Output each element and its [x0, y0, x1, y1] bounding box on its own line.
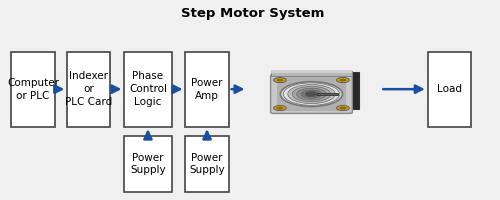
Circle shape — [340, 79, 346, 81]
Text: Load: Load — [437, 84, 462, 94]
Circle shape — [336, 78, 349, 83]
FancyBboxPatch shape — [186, 136, 228, 192]
Circle shape — [284, 83, 340, 105]
Text: Indexer
or
PLC Card: Indexer or PLC Card — [65, 71, 112, 107]
Text: Power
Amp: Power Amp — [192, 78, 223, 101]
FancyBboxPatch shape — [186, 52, 228, 127]
Circle shape — [276, 107, 283, 109]
Circle shape — [301, 90, 322, 98]
FancyBboxPatch shape — [318, 93, 338, 95]
Text: Computer
or PLC: Computer or PLC — [7, 78, 59, 101]
Circle shape — [336, 106, 349, 111]
Text: Power
Supply: Power Supply — [130, 153, 166, 175]
Circle shape — [340, 107, 346, 109]
FancyBboxPatch shape — [67, 52, 110, 127]
FancyBboxPatch shape — [271, 70, 352, 73]
Text: Power
Supply: Power Supply — [189, 153, 225, 175]
Circle shape — [280, 82, 342, 107]
Circle shape — [306, 92, 318, 96]
FancyBboxPatch shape — [271, 71, 352, 76]
FancyBboxPatch shape — [124, 52, 172, 127]
Text: Phase
Control
Logic: Phase Control Logic — [129, 71, 167, 107]
Circle shape — [274, 78, 286, 83]
FancyBboxPatch shape — [12, 52, 55, 127]
Circle shape — [288, 85, 335, 104]
Circle shape — [296, 88, 326, 100]
FancyBboxPatch shape — [124, 136, 172, 192]
Circle shape — [274, 106, 286, 111]
FancyBboxPatch shape — [270, 75, 352, 113]
Circle shape — [276, 79, 283, 81]
FancyBboxPatch shape — [282, 72, 358, 109]
Text: Step Motor System: Step Motor System — [180, 7, 324, 20]
Circle shape — [292, 86, 331, 102]
FancyBboxPatch shape — [428, 52, 471, 127]
FancyBboxPatch shape — [277, 77, 346, 111]
